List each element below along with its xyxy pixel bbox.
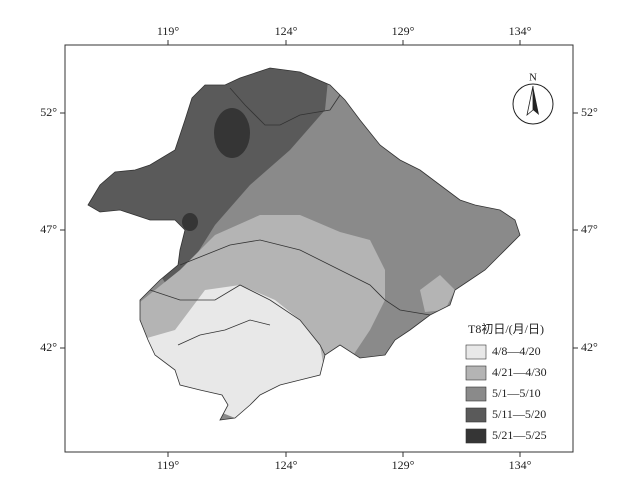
latitude-label: 42° (40, 340, 57, 354)
longitude-label: 129° (392, 458, 415, 472)
legend: T8初日/(月/日) 4/8—4/20 4/21—4/30 5/1—5/10 5/11… (465, 322, 547, 444)
longitude-label: 124° (275, 24, 298, 38)
latitude-label: 52° (581, 105, 598, 119)
latitude-label: 47° (581, 222, 598, 236)
province-boundaries (149, 87, 431, 356)
zone-darkest (214, 108, 250, 158)
latitude-label: 47° (40, 222, 57, 236)
legend-swatch (465, 344, 487, 360)
legend-swatch (465, 428, 487, 444)
zone-darkest (182, 213, 198, 231)
north-arrow: N (512, 72, 554, 125)
legend-label: 5/1—5/10 (492, 386, 541, 400)
legend-swatch (465, 365, 487, 381)
zone-light-east (420, 275, 455, 312)
legend-label: 4/21—4/30 (492, 365, 547, 379)
longitude-label: 129° (392, 24, 415, 38)
north-label: N (529, 72, 537, 84)
legend-label: 5/21—5/25 (492, 428, 547, 442)
longitude-label: 124° (275, 458, 298, 472)
longitude-label: 134° (509, 24, 532, 38)
legend-label: 4/8—4/20 (492, 344, 541, 358)
longitude-label: 134° (509, 458, 532, 472)
latitude-label: 52° (40, 105, 57, 119)
longitude-label: 119° (157, 458, 180, 472)
legend-label: 5/11—5/20 (492, 407, 546, 421)
latitude-label: 42° (581, 340, 598, 354)
legend-swatch (465, 407, 487, 423)
legend-swatch (465, 386, 487, 402)
longitude-label: 119° (157, 24, 180, 38)
legend-title: T8初日/(月/日) (468, 322, 544, 336)
